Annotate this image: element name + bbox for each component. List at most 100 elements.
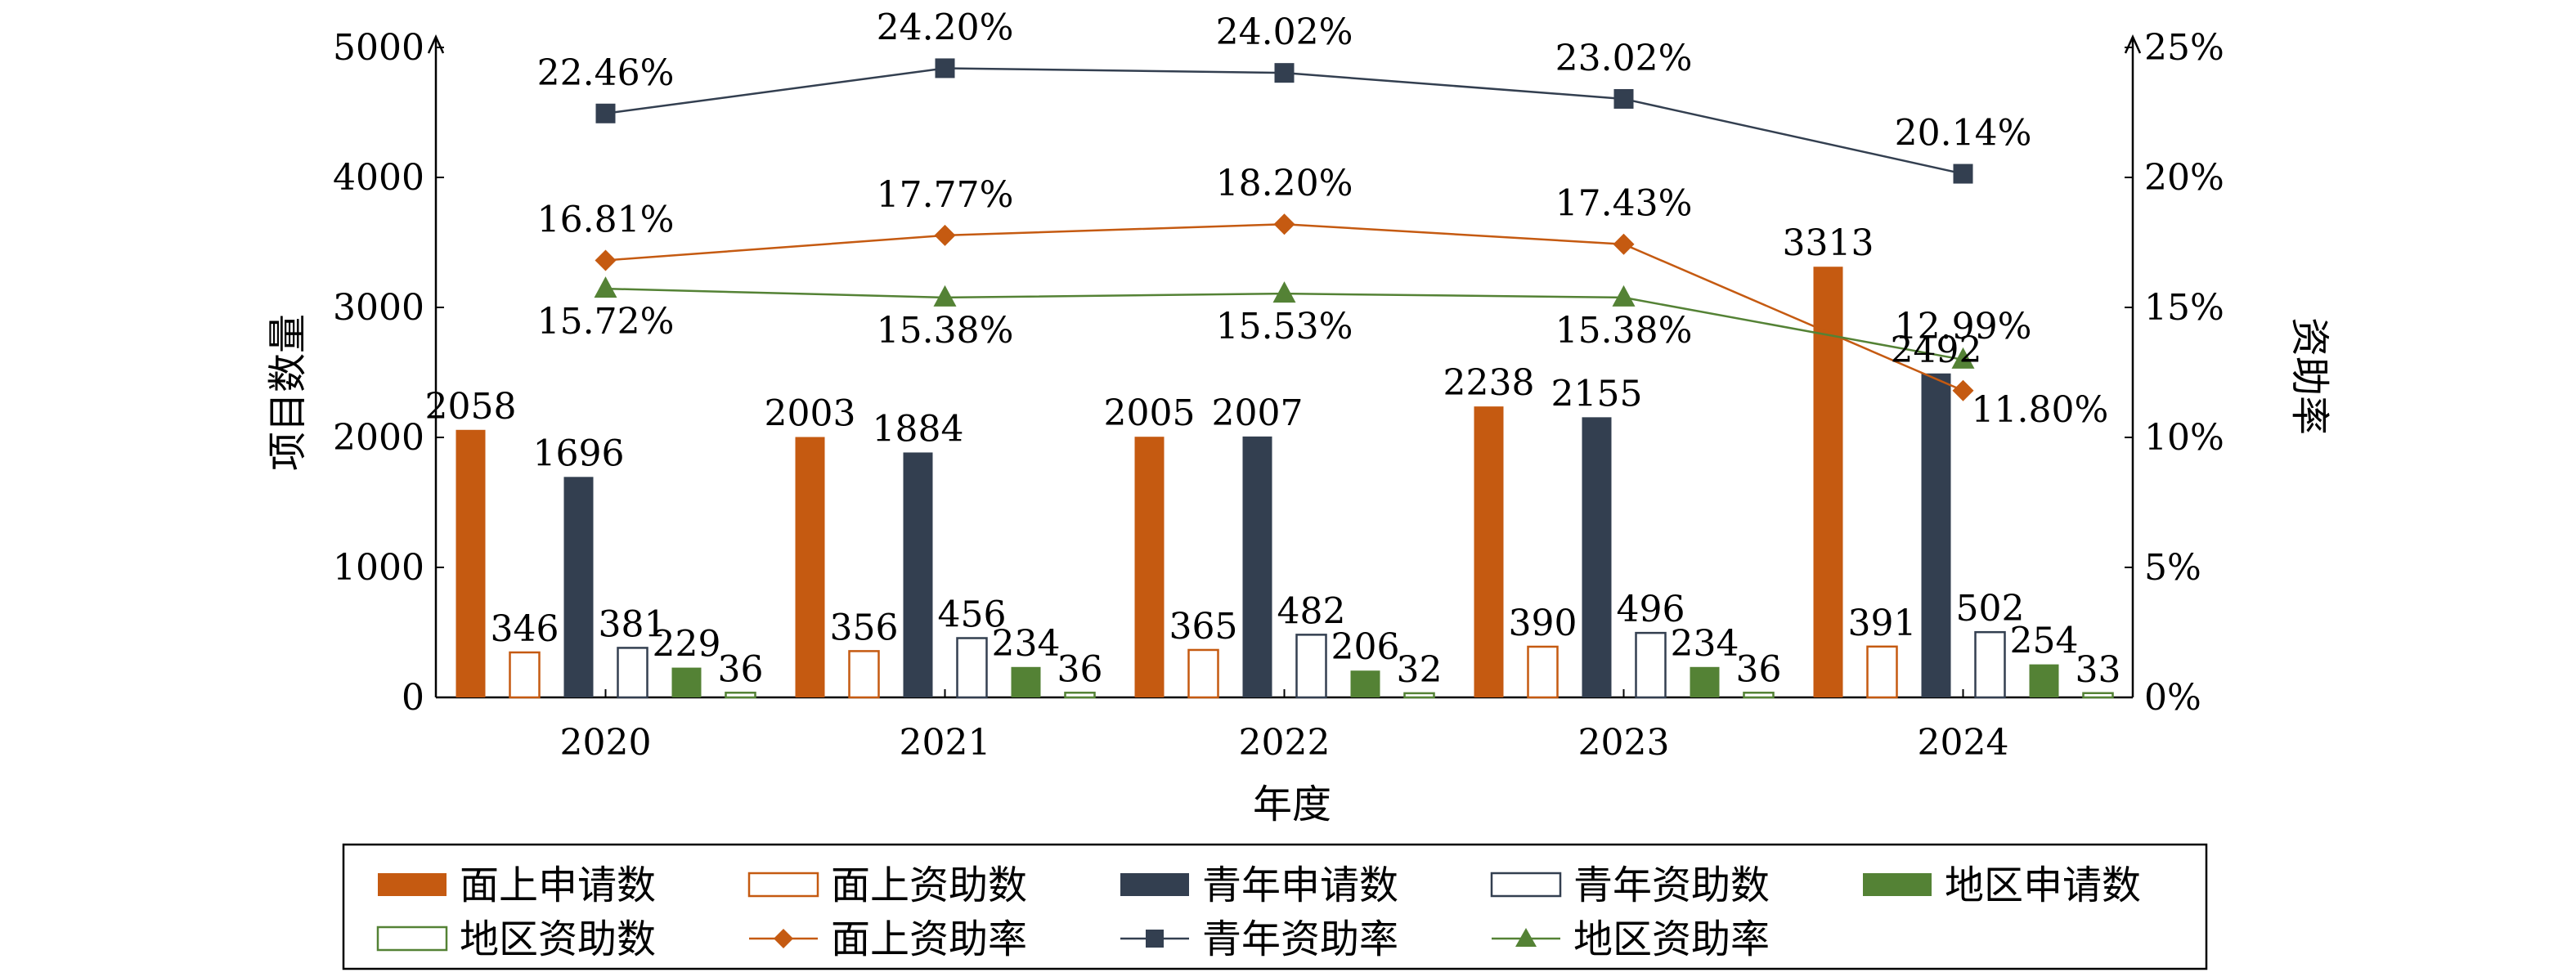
bar [1866, 645, 1898, 699]
line-data-label: 20.14% [1895, 113, 2032, 155]
bar-data-label: 390 [1509, 603, 1577, 644]
y-right-tick-label: 0% [2144, 677, 2201, 719]
legend-label: 面上资助数 [831, 863, 1027, 908]
line-marker [1613, 233, 1635, 255]
y-left-tick-label: 0 [402, 677, 424, 719]
y-right-tick-label: 25% [2144, 27, 2224, 69]
bar [1921, 373, 1951, 697]
bar [563, 477, 594, 697]
bar [1350, 670, 1380, 697]
bar [1295, 634, 1327, 699]
x-axis-title: 年度 [1253, 782, 1331, 827]
legend-swatch [1863, 873, 1932, 896]
bar-data-label: 2238 [1443, 362, 1535, 404]
bar [1743, 692, 1775, 699]
line-marker [595, 103, 616, 123]
bar-data-label: 496 [1617, 589, 1685, 630]
bar-data-label: 1884 [873, 408, 964, 450]
bar-data-label: 356 [830, 607, 899, 648]
legend-label: 地区资助率 [1573, 916, 1770, 962]
line-marker [1953, 164, 1973, 184]
legend-label: 青年资助数 [1573, 863, 1770, 908]
legend-swatch [747, 872, 819, 898]
y-left-tick-label: 5000 [333, 27, 424, 69]
x-tick-label: 2022 [1239, 722, 1331, 764]
y-left-tick-label: 2000 [333, 417, 424, 459]
line-data-label: 15.38% [1555, 310, 1693, 352]
bar [1064, 692, 1096, 699]
bar-data-label: 456 [938, 594, 1007, 635]
x-tick-label: 2020 [560, 722, 652, 764]
bar-data-label: 365 [1169, 606, 1238, 648]
legend-swatch [376, 925, 448, 952]
legend-marker [1146, 930, 1164, 948]
legend-marker [1515, 928, 1537, 947]
y-right-tick-label: 5% [2144, 547, 2201, 589]
bar [2029, 664, 2059, 697]
series-line [605, 67, 1963, 175]
x-tick-label: 2023 [1578, 722, 1670, 764]
bar-data-label: 234 [1671, 623, 1739, 665]
bar [1242, 436, 1272, 697]
line-data-label: 12.99% [1895, 306, 2032, 347]
bar [1403, 692, 1435, 699]
y-axis-left-title: 项目数量 [265, 314, 311, 471]
line-marker [1272, 281, 1296, 303]
legend-label: 青年申请数 [1202, 863, 1398, 908]
bar [903, 452, 933, 697]
bar [2082, 692, 2114, 699]
x-tick-label: 2021 [900, 722, 991, 764]
x-tick-label: 2024 [1918, 722, 2009, 764]
line-data-label: 24.02% [1216, 11, 1353, 53]
legend-label: 面上资助率 [831, 916, 1027, 962]
bar-data-label: 33 [2076, 649, 2121, 691]
bar [1011, 666, 1041, 697]
bar-data-label: 36 [1057, 648, 1103, 690]
bar-data-label: 2492 [1891, 329, 1982, 371]
bar [671, 667, 702, 697]
line-data-label: 18.20% [1216, 163, 1353, 204]
line-marker [595, 249, 617, 271]
bar [956, 637, 988, 699]
bar [1582, 417, 1612, 697]
bar-data-label: 254 [2010, 621, 2079, 662]
bar [1187, 648, 1219, 699]
bar [1813, 267, 1843, 697]
line-data-label: 11.80% [1972, 389, 2109, 431]
y-right-tick-label: 15% [2144, 287, 2224, 329]
bar [1635, 631, 1667, 699]
bar-data-label: 2005 [1104, 392, 1196, 434]
bar-data-label: 229 [653, 624, 721, 666]
bar-data-label: 346 [491, 608, 559, 650]
y-left-tick-label: 1000 [333, 547, 424, 589]
bar-data-label: 3313 [1783, 222, 1874, 264]
bar [725, 692, 756, 699]
line-data-label: 23.02% [1555, 38, 1693, 79]
line-marker [1274, 63, 1295, 83]
line-marker [1951, 347, 1975, 369]
bar-data-label: 391 [1848, 603, 1917, 644]
bar-data-label: 2058 [425, 386, 517, 428]
bar-data-label: 36 [718, 648, 764, 690]
bar [1974, 630, 2006, 699]
line-marker [1952, 379, 1974, 401]
bar [1690, 666, 1720, 697]
y-left-tick-label: 3000 [333, 287, 424, 329]
bar-data-label: 234 [992, 623, 1061, 665]
line-marker [935, 58, 955, 78]
bar [1527, 645, 1559, 699]
bar-data-label: 502 [1956, 588, 2025, 630]
y-left-tick-label: 4000 [333, 157, 424, 199]
bar [617, 647, 648, 699]
line-marker [1613, 88, 1634, 109]
legend-label: 青年资助率 [1202, 916, 1398, 962]
legend-box [342, 843, 2208, 970]
line-data-label: 15.38% [877, 310, 1014, 352]
bar-data-label: 1696 [533, 432, 625, 474]
line-data-label: 15.53% [1216, 306, 1353, 347]
legend-label: 地区资助数 [460, 916, 656, 962]
bar [1474, 406, 1504, 697]
bar [509, 651, 541, 699]
y-right-tick-label: 20% [2144, 157, 2224, 199]
